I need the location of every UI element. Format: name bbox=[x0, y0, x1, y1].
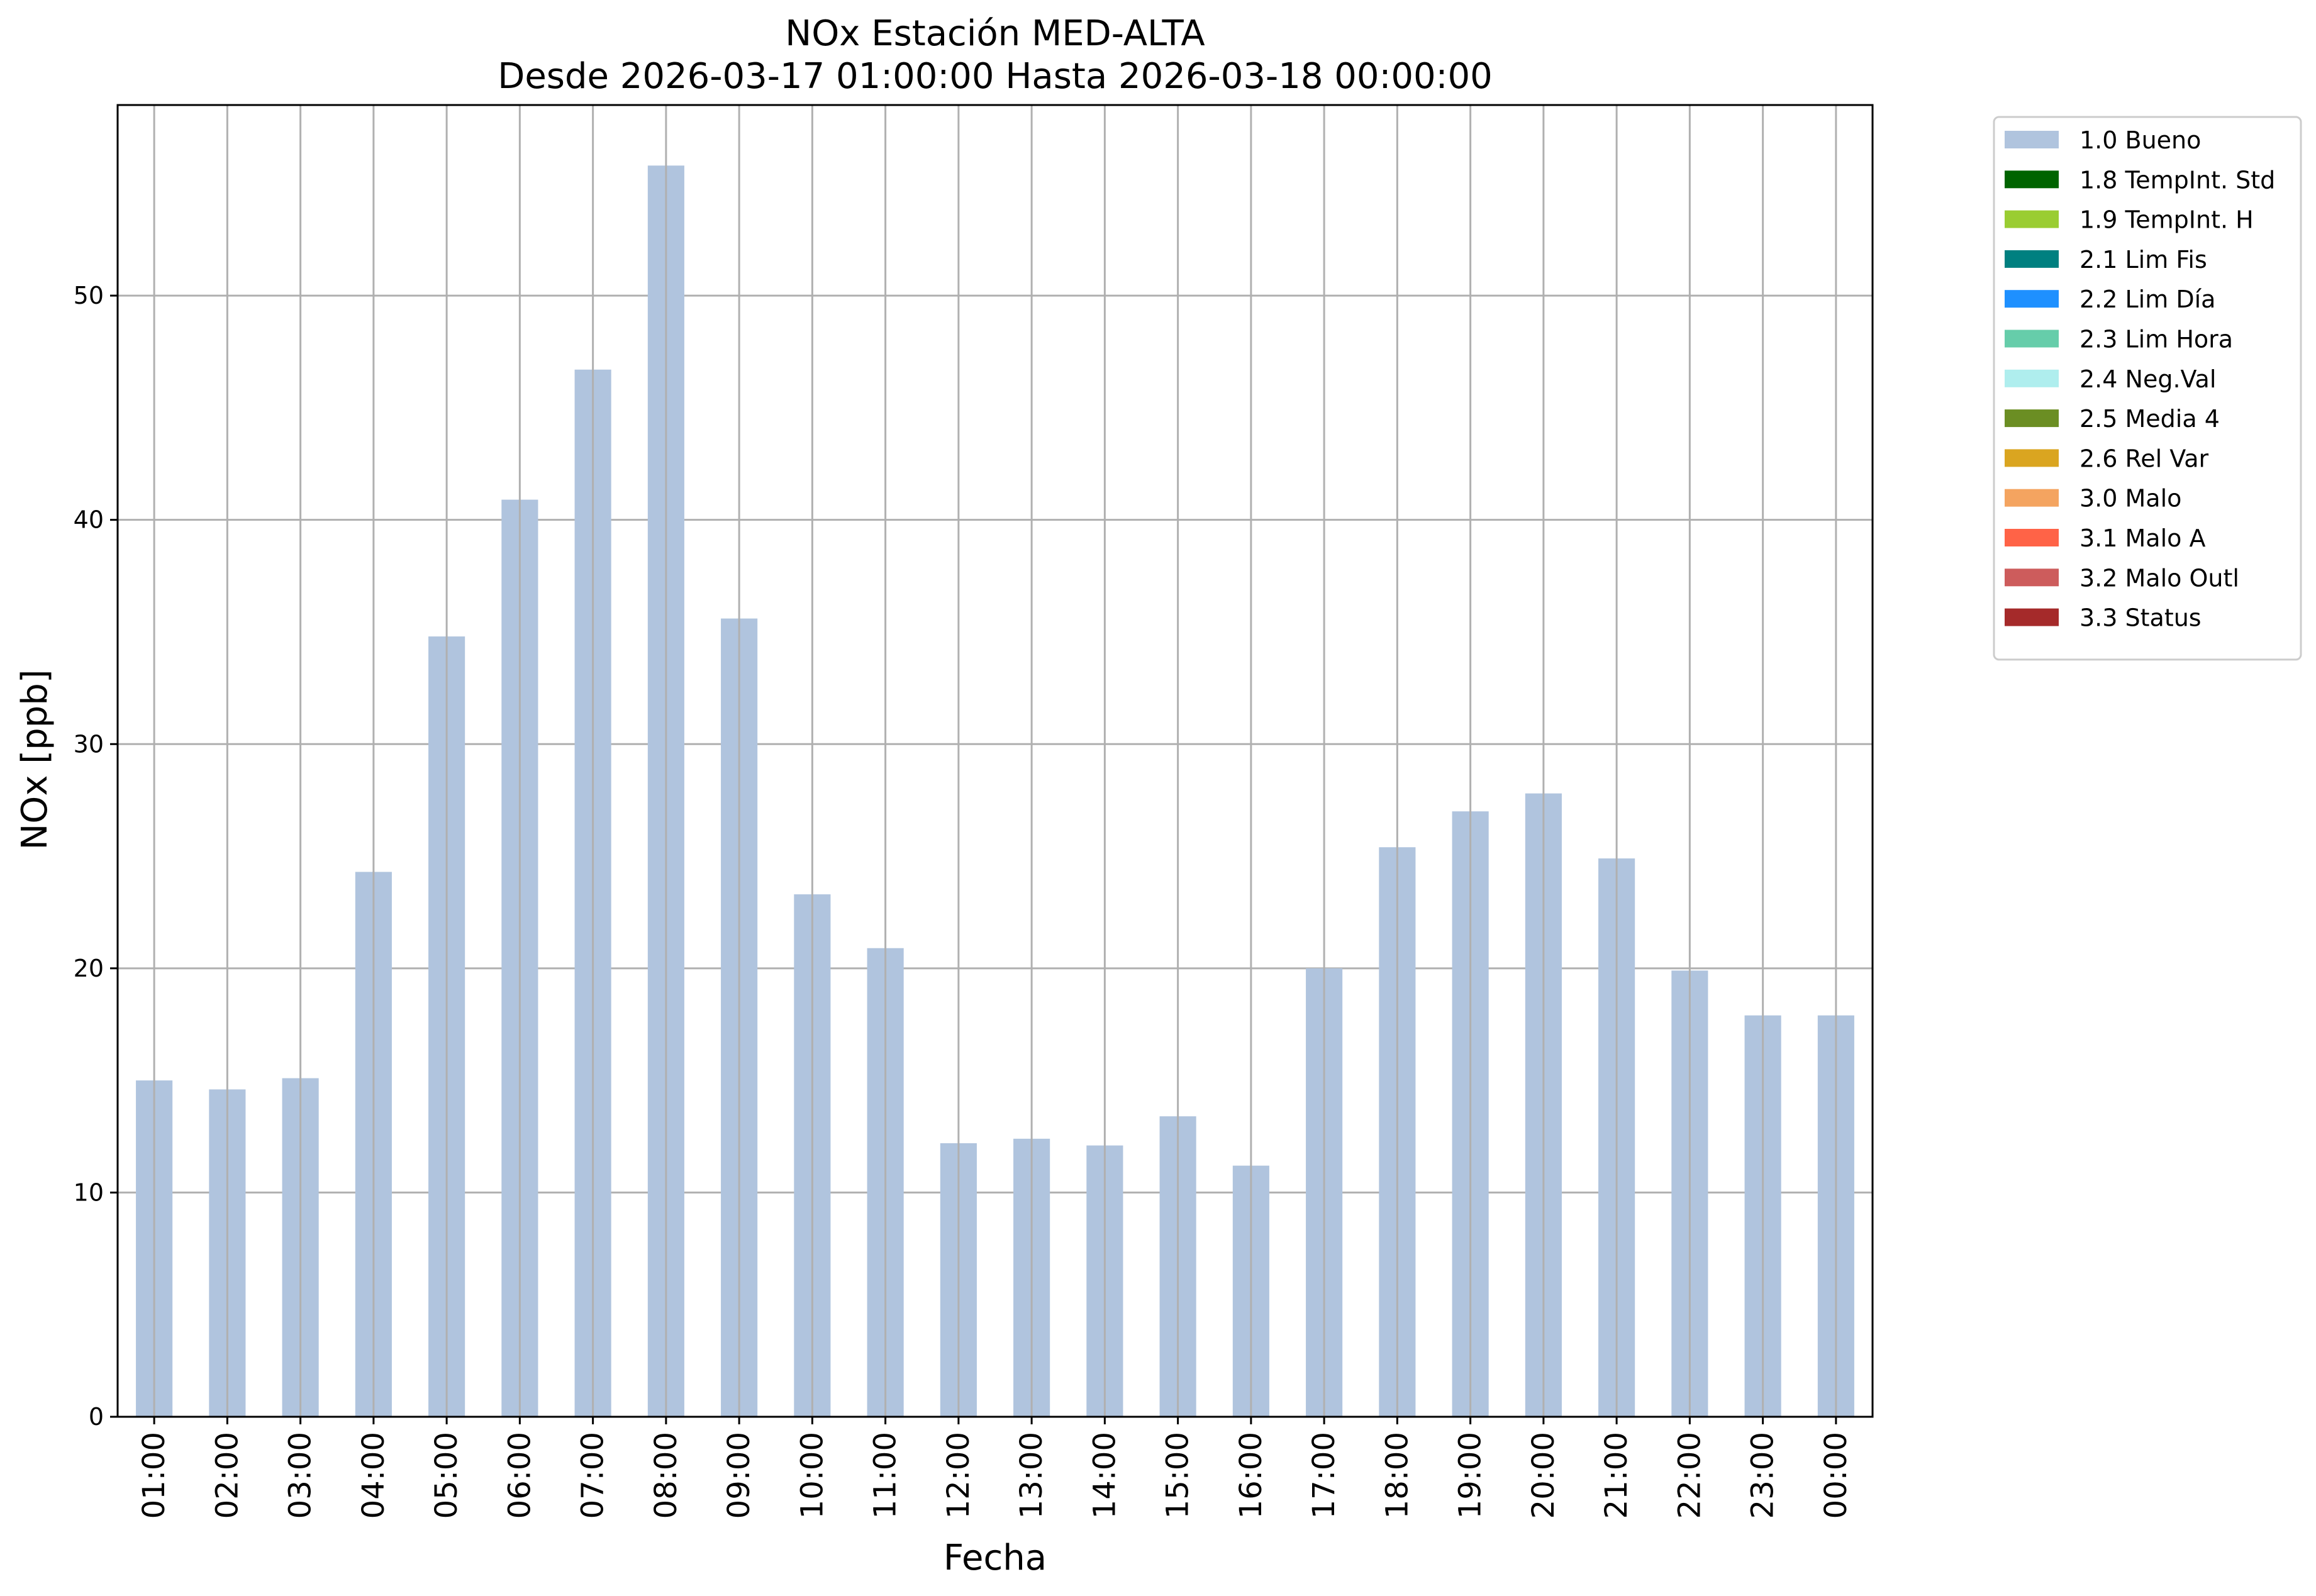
y-tick-label: 50 bbox=[74, 282, 104, 309]
legend-swatch bbox=[2005, 409, 2059, 428]
legend-label: 2.1 Lim Fis bbox=[2079, 246, 2207, 274]
bars-layer bbox=[136, 165, 1854, 1417]
legend-label: 2.5 Media 4 bbox=[2079, 405, 2220, 433]
x-tick-label: 16:00 bbox=[1233, 1432, 1269, 1519]
x-tick-label: 02:00 bbox=[209, 1432, 245, 1519]
x-tick-label: 21:00 bbox=[1599, 1432, 1634, 1519]
x-axis-label: Fecha bbox=[944, 1538, 1047, 1578]
legend-swatch bbox=[2005, 608, 2059, 626]
legend-swatch bbox=[2005, 131, 2059, 148]
x-tick-label: 13:00 bbox=[1014, 1432, 1049, 1519]
y-axis-ticks: 0 10 20 30 40 50 bbox=[74, 282, 118, 1431]
legend-swatch bbox=[2005, 210, 2059, 228]
legend-swatch bbox=[2005, 330, 2059, 348]
x-tick-label: 12:00 bbox=[941, 1432, 976, 1519]
legend-label: 3.0 Malo bbox=[2079, 485, 2181, 513]
y-tick-label: 40 bbox=[74, 506, 104, 534]
x-tick-label: 06:00 bbox=[502, 1432, 537, 1519]
legend-label: 3.2 Malo Outl bbox=[2079, 564, 2239, 592]
x-tick-label: 10:00 bbox=[794, 1432, 830, 1519]
x-axis-ticks: 01:00 02:00 03:00 04:00 05:00 06:00 07:00 08:00… bbox=[136, 1417, 1854, 1519]
legend-swatch bbox=[2005, 290, 2059, 308]
x-tick-label: 07:00 bbox=[576, 1432, 611, 1519]
x-tick-label: 03:00 bbox=[283, 1432, 318, 1519]
chart-title: NOx Estación MED-ALTA bbox=[785, 13, 1205, 54]
y-tick-label: 30 bbox=[74, 730, 104, 758]
x-tick-label: 09:00 bbox=[721, 1432, 757, 1519]
x-tick-label: 01:00 bbox=[136, 1432, 172, 1519]
x-tick-label: 20:00 bbox=[1526, 1432, 1561, 1519]
y-tick-label: 0 bbox=[89, 1403, 104, 1431]
x-tick-label: 22:00 bbox=[1672, 1432, 1707, 1519]
legend-swatch bbox=[2005, 529, 2059, 546]
x-tick-label: 08:00 bbox=[649, 1432, 684, 1519]
chart-title-group: NOx Estación MED-ALTA Desde 2026-03-17 0… bbox=[498, 13, 1493, 97]
chart-subtitle: Desde 2026-03-17 01:00:00 Hasta 2026-03-… bbox=[498, 56, 1493, 97]
legend-swatch bbox=[2005, 369, 2059, 387]
legend-label: 2.3 Lim Hora bbox=[2079, 326, 2233, 353]
y-tick-label: 20 bbox=[74, 955, 104, 982]
plot-frame bbox=[116, 104, 1874, 1418]
y-tick-label: 10 bbox=[74, 1178, 104, 1206]
legend-swatch bbox=[2005, 568, 2059, 587]
legend-label: 1.0 Bueno bbox=[2079, 126, 2201, 154]
legend: 1.0 Bueno 1.8 TempInt. Std 1.9 TempInt. H 2… bbox=[1993, 116, 2302, 661]
legend-label: 1.9 TempInt. H bbox=[2079, 206, 2254, 234]
legend-label: 3.3 Status bbox=[2079, 604, 2202, 632]
x-tick-label: 15:00 bbox=[1161, 1432, 1196, 1519]
legend-frame bbox=[1993, 116, 2302, 661]
x-tick-label: 04:00 bbox=[356, 1432, 391, 1519]
legend-label: 2.6 Rel Var bbox=[2079, 445, 2209, 472]
legend-label: 2.4 Neg.Val bbox=[2079, 365, 2216, 393]
x-tick-label: 00:00 bbox=[1818, 1432, 1854, 1519]
legend-swatch bbox=[2005, 489, 2059, 507]
legend-label: 1.8 TempInt. Std bbox=[2079, 166, 2275, 194]
legend-swatch bbox=[2005, 170, 2059, 189]
x-tick-label: 17:00 bbox=[1306, 1432, 1342, 1519]
x-tick-label: 19:00 bbox=[1453, 1432, 1488, 1519]
x-tick-label: 18:00 bbox=[1379, 1432, 1415, 1519]
vertical-grid-layer bbox=[153, 105, 1837, 1417]
x-tick-label: 11:00 bbox=[868, 1432, 903, 1519]
x-tick-label: 23:00 bbox=[1745, 1432, 1781, 1519]
legend-label: 3.1 Malo A bbox=[2079, 524, 2205, 552]
y-axis-label: NOx [ppb] bbox=[14, 669, 55, 850]
x-tick-label: 05:00 bbox=[429, 1432, 464, 1519]
x-tick-label: 14:00 bbox=[1087, 1432, 1122, 1519]
legend-label: 2.2 Lim Día bbox=[2079, 285, 2215, 313]
legend-swatch bbox=[2005, 449, 2059, 467]
legend-swatch bbox=[2005, 250, 2059, 268]
